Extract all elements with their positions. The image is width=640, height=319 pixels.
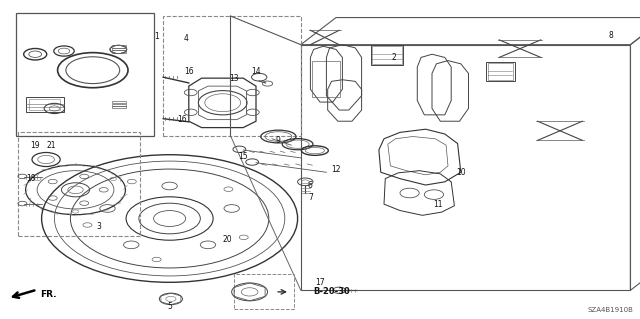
Bar: [488, 63, 513, 80]
Bar: [371, 45, 403, 65]
Text: 17: 17: [315, 278, 325, 287]
Bar: [16, 13, 154, 136]
Bar: [26, 97, 64, 112]
Text: 3: 3: [97, 222, 102, 231]
Text: 6: 6: [308, 181, 313, 189]
Bar: [301, 45, 630, 290]
Bar: [486, 62, 515, 81]
Bar: [372, 46, 402, 64]
Text: SZA4B1910B: SZA4B1910B: [588, 307, 634, 313]
Text: 10: 10: [456, 168, 466, 177]
Bar: [163, 16, 301, 136]
Bar: [112, 50, 126, 53]
Text: 7: 7: [308, 193, 313, 202]
Bar: [112, 45, 126, 48]
Bar: [112, 101, 126, 103]
Text: 20: 20: [222, 235, 232, 244]
Text: 11: 11: [434, 200, 443, 209]
Text: 21: 21: [47, 141, 56, 150]
Bar: [112, 104, 126, 106]
Bar: [112, 106, 126, 108]
Text: 8: 8: [609, 31, 614, 40]
Text: 16: 16: [177, 115, 188, 124]
Text: 1: 1: [154, 32, 159, 41]
Text: 14: 14: [251, 67, 261, 76]
Text: 13: 13: [228, 74, 239, 83]
Text: B-20-30: B-20-30: [314, 287, 350, 296]
Bar: [234, 274, 294, 309]
Bar: [312, 61, 340, 97]
Text: 18: 18: [26, 174, 35, 183]
Text: 4: 4: [183, 34, 188, 43]
Text: 19: 19: [30, 141, 40, 150]
Text: 12: 12: [332, 165, 340, 174]
Text: 9: 9: [276, 136, 281, 145]
Bar: [18, 132, 140, 236]
Text: 16: 16: [184, 67, 194, 76]
Text: FR.: FR.: [40, 290, 56, 299]
Bar: [29, 99, 60, 110]
Text: 15: 15: [238, 152, 248, 161]
Bar: [112, 48, 126, 50]
Text: 5: 5: [167, 302, 172, 311]
Text: 2: 2: [391, 53, 396, 62]
